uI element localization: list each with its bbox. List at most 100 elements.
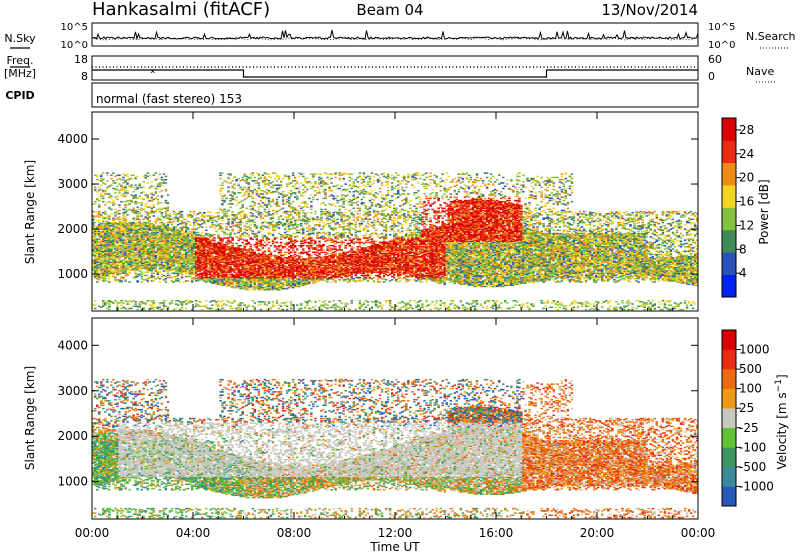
power-cell bbox=[98, 211, 100, 213]
power-cell bbox=[102, 201, 104, 203]
power-cell bbox=[126, 214, 128, 216]
power-cell bbox=[118, 206, 120, 208]
power-cell bbox=[108, 206, 110, 208]
power-cell bbox=[138, 219, 140, 221]
freq-trace bbox=[92, 70, 698, 77]
power-cell bbox=[114, 209, 116, 211]
power-cell bbox=[118, 192, 120, 194]
power-cell bbox=[128, 281, 130, 283]
power-cell bbox=[96, 175, 98, 177]
power-cell bbox=[149, 216, 151, 218]
power-cell bbox=[114, 192, 116, 194]
power-cell bbox=[130, 178, 132, 180]
power-cell bbox=[143, 209, 145, 211]
nave-marker: × bbox=[150, 67, 155, 77]
power-cell bbox=[124, 195, 126, 197]
power-cell bbox=[120, 184, 122, 186]
power-cell bbox=[112, 200, 114, 202]
power-cell bbox=[94, 308, 96, 310]
cpid-text: normal (fast stereo) 153 bbox=[96, 92, 242, 106]
power-cell bbox=[126, 190, 128, 192]
power-cell bbox=[138, 212, 140, 214]
power-cell bbox=[147, 280, 149, 282]
power-cell bbox=[98, 279, 100, 281]
power-cell bbox=[124, 216, 126, 218]
power-cell bbox=[100, 175, 102, 177]
power-cell bbox=[106, 175, 108, 177]
power-cell bbox=[94, 203, 96, 205]
nave-tick-bottom: 0 bbox=[708, 70, 715, 83]
power-cell bbox=[134, 194, 136, 196]
power-cell bbox=[94, 222, 96, 224]
power-cell bbox=[104, 183, 106, 185]
power-cell bbox=[108, 193, 110, 195]
power-cell bbox=[106, 172, 108, 174]
power-cell bbox=[116, 195, 118, 197]
power-cell bbox=[126, 220, 128, 222]
power-cell bbox=[132, 175, 134, 177]
power-cell bbox=[102, 195, 104, 197]
power-cell bbox=[130, 308, 132, 310]
power-cell bbox=[110, 178, 112, 180]
power-cell bbox=[128, 203, 130, 205]
station-title: Hankasalmi (fitACF) bbox=[92, 0, 270, 20]
power-cell bbox=[118, 216, 120, 218]
power-cell bbox=[147, 172, 149, 174]
power-cell bbox=[124, 279, 126, 281]
power-cell bbox=[149, 175, 151, 177]
power-cell bbox=[136, 309, 138, 311]
nave-label: Nave bbox=[746, 65, 774, 78]
power-cell bbox=[140, 215, 142, 217]
power-cell bbox=[143, 181, 145, 183]
power-cell bbox=[151, 197, 153, 199]
power-cell bbox=[138, 195, 140, 197]
power-cell bbox=[98, 220, 100, 222]
power-cell bbox=[116, 304, 118, 306]
power-cell bbox=[100, 184, 102, 186]
power-cell bbox=[96, 281, 98, 283]
power-cell bbox=[104, 278, 106, 280]
power-cell bbox=[147, 275, 149, 277]
power-cell bbox=[147, 194, 149, 196]
power-cell bbox=[126, 182, 128, 184]
power-cell bbox=[134, 301, 136, 303]
freq-tick-top: 18 bbox=[74, 53, 88, 66]
power-cell bbox=[106, 180, 108, 182]
freq-unit: [MHz] bbox=[4, 67, 36, 80]
power-cell bbox=[94, 189, 96, 191]
power-cell bbox=[120, 280, 122, 282]
power-cell bbox=[110, 198, 112, 200]
power-cell bbox=[138, 183, 140, 185]
power-cell bbox=[136, 176, 138, 178]
power-cell bbox=[108, 303, 110, 305]
power-cell bbox=[110, 175, 112, 177]
power-cell bbox=[112, 172, 114, 174]
power-cell bbox=[140, 202, 142, 204]
power-cell bbox=[132, 208, 134, 210]
power-cell bbox=[104, 190, 106, 192]
power-cell bbox=[118, 213, 120, 215]
power-cell bbox=[116, 186, 118, 188]
freq-tick-bottom: 8 bbox=[81, 70, 88, 83]
power-cell bbox=[124, 186, 126, 188]
power-cell bbox=[102, 198, 104, 200]
power-cell bbox=[130, 200, 132, 202]
freq-label: Freq. bbox=[6, 54, 33, 67]
power-cell bbox=[116, 199, 118, 201]
power-cell bbox=[128, 303, 130, 305]
power-cell bbox=[108, 281, 110, 283]
power-cell bbox=[108, 219, 110, 221]
power-cell bbox=[120, 300, 122, 302]
power-cell bbox=[140, 281, 142, 283]
nsky-trace bbox=[92, 30, 698, 39]
power-cell bbox=[126, 173, 128, 175]
power-cell bbox=[104, 204, 106, 206]
power-cell bbox=[112, 180, 114, 182]
power-cell bbox=[108, 215, 110, 217]
radar-summary-plot: Hankasalmi (fitACF) Beam 04 13/Nov/2014 … bbox=[0, 0, 800, 554]
power-cell bbox=[110, 184, 112, 186]
power-cell bbox=[122, 277, 124, 279]
nsearch-tick-bottom: 10^0 bbox=[708, 40, 735, 51]
power-cell bbox=[100, 193, 102, 195]
power-cell bbox=[136, 206, 138, 208]
